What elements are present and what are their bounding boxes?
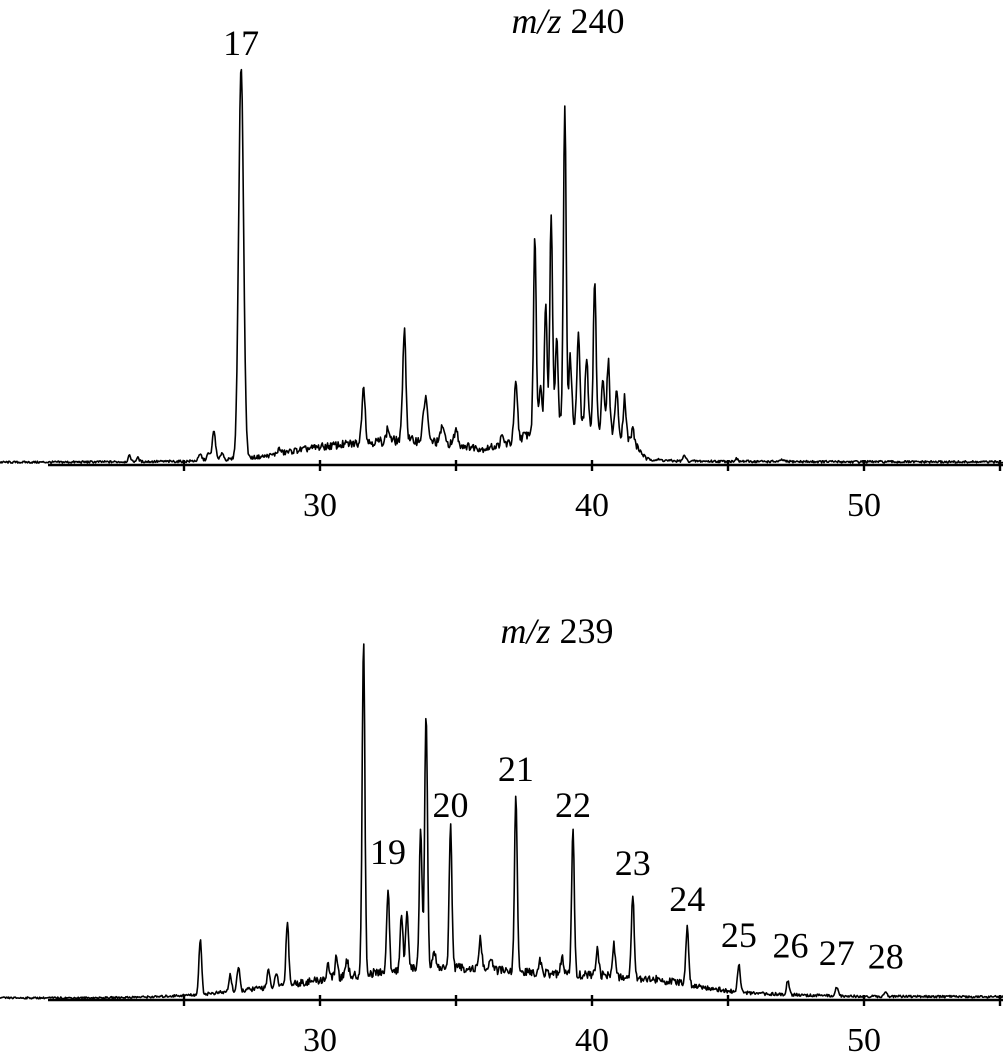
peak-label: 26 [773, 926, 809, 966]
x-tick-label: 30 [303, 1022, 337, 1058]
panel-title: m/z 239 [500, 611, 613, 651]
peak-label: 27 [819, 933, 855, 973]
chromatogram-trace [0, 68, 1003, 465]
panel-title-italic: m/z [511, 1, 561, 41]
x-tick-label: 30 [303, 487, 337, 524]
peak-label: 19 [370, 832, 406, 872]
panel-title-value: 240 [562, 1, 625, 41]
x-tick-label: 40 [575, 1022, 609, 1058]
chromatogram-trace [0, 643, 1003, 1000]
panel-1: m/z 240 30 40 50 17 [0, 1, 1003, 524]
panel-2: m/z 239 30 40 50 19 20 21 22 23 24 25 26 27 28 [0, 611, 1003, 1059]
x-tick-label: 50 [847, 487, 881, 524]
peak-label: 22 [555, 785, 591, 825]
panel-title-value: 239 [551, 611, 614, 651]
x-tick-label: 40 [575, 487, 609, 524]
peak-label: 17 [223, 23, 259, 63]
peak-label: 28 [868, 936, 904, 976]
peak-label: 23 [615, 843, 651, 883]
peak-label: 20 [433, 785, 469, 825]
panel-title-italic: m/z [500, 611, 550, 651]
peak-label: 25 [721, 915, 757, 955]
panel-title: m/z 240 [511, 1, 624, 41]
peak-label: 24 [669, 879, 705, 919]
peak-label: 21 [498, 749, 534, 789]
x-tick-label: 50 [847, 1022, 881, 1058]
